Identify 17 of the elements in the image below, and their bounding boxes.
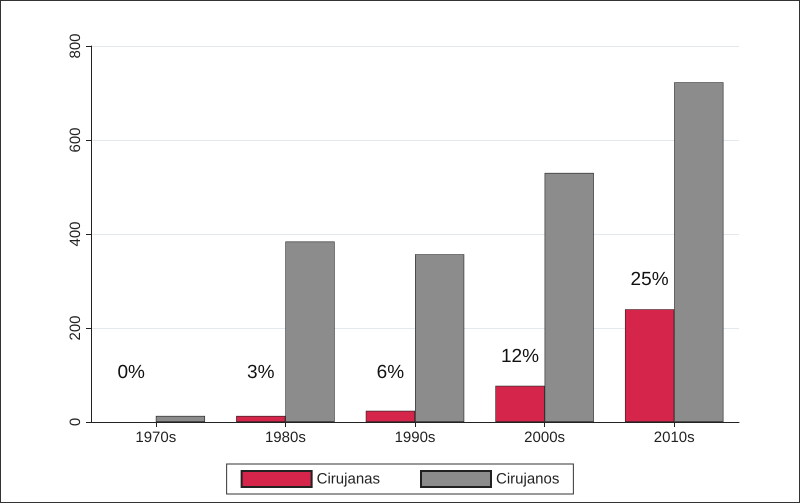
x-tick-label: 2010s bbox=[654, 429, 695, 446]
y-tick-label: 400 bbox=[67, 221, 84, 247]
y-tick-label: 600 bbox=[67, 127, 84, 153]
annotation: 25% bbox=[630, 269, 669, 290]
y-tick-label: 0 bbox=[67, 418, 84, 426]
legend-label: Cirujanas bbox=[316, 470, 380, 488]
x-tick-label: 2000s bbox=[524, 429, 566, 446]
annotation: 12% bbox=[500, 346, 540, 367]
x-tick-label: 1990s bbox=[394, 429, 436, 446]
x-tick-label: 1970s bbox=[135, 429, 176, 446]
x-tick-label: 1980s bbox=[264, 429, 306, 446]
legend-label: Cirujanos bbox=[496, 470, 560, 488]
y-tick-label: 800 bbox=[67, 33, 84, 59]
annotation: 6% bbox=[376, 362, 404, 383]
annotation: 3% bbox=[247, 362, 275, 383]
annotation: 0% bbox=[117, 362, 146, 383]
y-tick-label: 200 bbox=[67, 315, 84, 341]
